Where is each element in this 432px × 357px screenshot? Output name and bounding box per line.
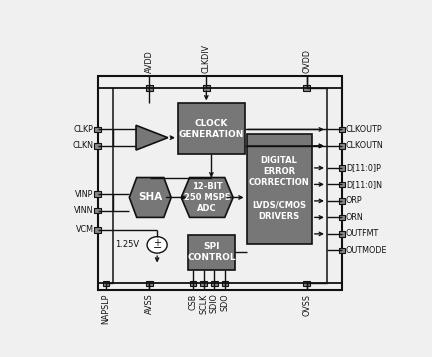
Text: VCM: VCM (76, 225, 93, 234)
Circle shape (147, 237, 167, 253)
Bar (339, 182, 345, 187)
Polygon shape (136, 125, 168, 150)
Bar (94, 191, 101, 197)
Text: 12-BIT
250 MSPS
ADC: 12-BIT 250 MSPS ADC (184, 182, 231, 213)
Text: SCLK: SCLK (199, 293, 208, 314)
Bar (303, 85, 310, 91)
Polygon shape (181, 177, 233, 217)
Text: DIGITAL
ERROR
CORRECTION

LVDS/CMOS
DRIVERS: DIGITAL ERROR CORRECTION LVDS/CMOS DRIVE… (249, 156, 309, 221)
Text: CLKN: CLKN (73, 141, 93, 150)
Bar (339, 165, 345, 171)
Text: SDO: SDO (221, 293, 229, 311)
Bar (188, 235, 235, 270)
Text: OUTFMT: OUTFMT (346, 230, 379, 238)
Bar (247, 134, 312, 243)
Text: CLKDIV: CLKDIV (202, 44, 211, 72)
Text: ORN: ORN (346, 213, 364, 222)
Text: CLKP: CLKP (73, 125, 93, 134)
Text: CLKOUTN: CLKOUTN (346, 141, 384, 150)
Bar (303, 281, 310, 286)
Text: SDIO: SDIO (210, 293, 219, 313)
Bar (203, 85, 210, 91)
Text: +: + (153, 238, 161, 248)
Bar (146, 85, 153, 91)
Bar (339, 198, 345, 203)
Text: CSB: CSB (188, 293, 197, 310)
Bar (94, 143, 101, 149)
Text: ORP: ORP (346, 196, 362, 205)
Text: OVSS: OVSS (302, 293, 311, 316)
Text: D[11:0]P: D[11:0]P (346, 164, 381, 172)
Text: −: − (152, 243, 162, 253)
Text: VINN: VINN (74, 206, 93, 215)
Polygon shape (129, 177, 171, 217)
Text: VINP: VINP (75, 190, 93, 198)
Text: OUTMODE: OUTMODE (346, 246, 388, 255)
Bar (200, 281, 207, 286)
Bar (94, 208, 101, 213)
Bar (339, 248, 345, 253)
Bar (190, 281, 196, 286)
Bar (222, 281, 229, 286)
Bar (94, 227, 101, 232)
Bar (102, 281, 109, 286)
Text: SPI
CONTROL: SPI CONTROL (187, 242, 236, 262)
Bar (146, 281, 153, 286)
Text: OVDD: OVDD (302, 49, 311, 72)
Text: 1.25V: 1.25V (115, 240, 140, 250)
Bar (178, 103, 245, 154)
Bar (94, 127, 101, 132)
Bar (98, 76, 342, 290)
Bar (339, 143, 345, 149)
Bar (339, 231, 345, 237)
Text: CLKOUTP: CLKOUTP (346, 125, 383, 134)
Bar (211, 281, 218, 286)
Text: CLOCK
GENERATION: CLOCK GENERATION (179, 119, 244, 139)
Text: AVSS: AVSS (145, 293, 154, 314)
Text: NAPSLP: NAPSLP (102, 293, 111, 324)
Text: SHA: SHA (138, 192, 162, 202)
Bar (339, 127, 345, 132)
Text: D[11:0]N: D[11:0]N (346, 180, 382, 189)
Text: AVDD: AVDD (145, 50, 154, 72)
Bar (339, 215, 345, 220)
